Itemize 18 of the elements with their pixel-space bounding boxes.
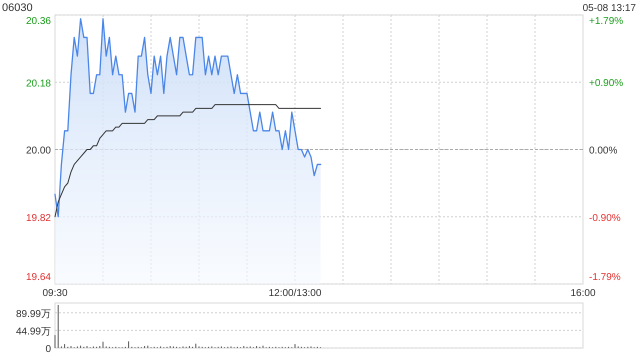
y-tick-label: 0: [45, 344, 52, 355]
text: 05-08 13:17: [582, 3, 636, 14]
y2-tick-label: +1.79%: [589, 16, 624, 27]
chart-title: 06030: [2, 2, 33, 14]
y2-tick-label: 0.00%: [589, 146, 618, 156]
y2-tick-label: -0.90%: [589, 213, 621, 224]
y-tick-label: 20.36: [26, 16, 52, 27]
x-tick-label: 09:30: [42, 288, 68, 299]
y-tick-label: 44.99万: [16, 326, 51, 338]
y2-tick-label: -1.79%: [589, 272, 621, 283]
y-tick-label: 19.82: [26, 212, 52, 224]
y-tick-label: 20.00: [26, 146, 52, 156]
x-tick-label: 16:00: [570, 288, 596, 299]
y-tick-label: 20.18: [26, 78, 52, 90]
y-tick-label: 19.64: [26, 272, 52, 283]
y-tick-label: 89.99万: [16, 308, 51, 320]
y2-tick-label: +0.90%: [589, 78, 624, 89]
x-tick-label: 12:00/13:00: [268, 288, 322, 299]
